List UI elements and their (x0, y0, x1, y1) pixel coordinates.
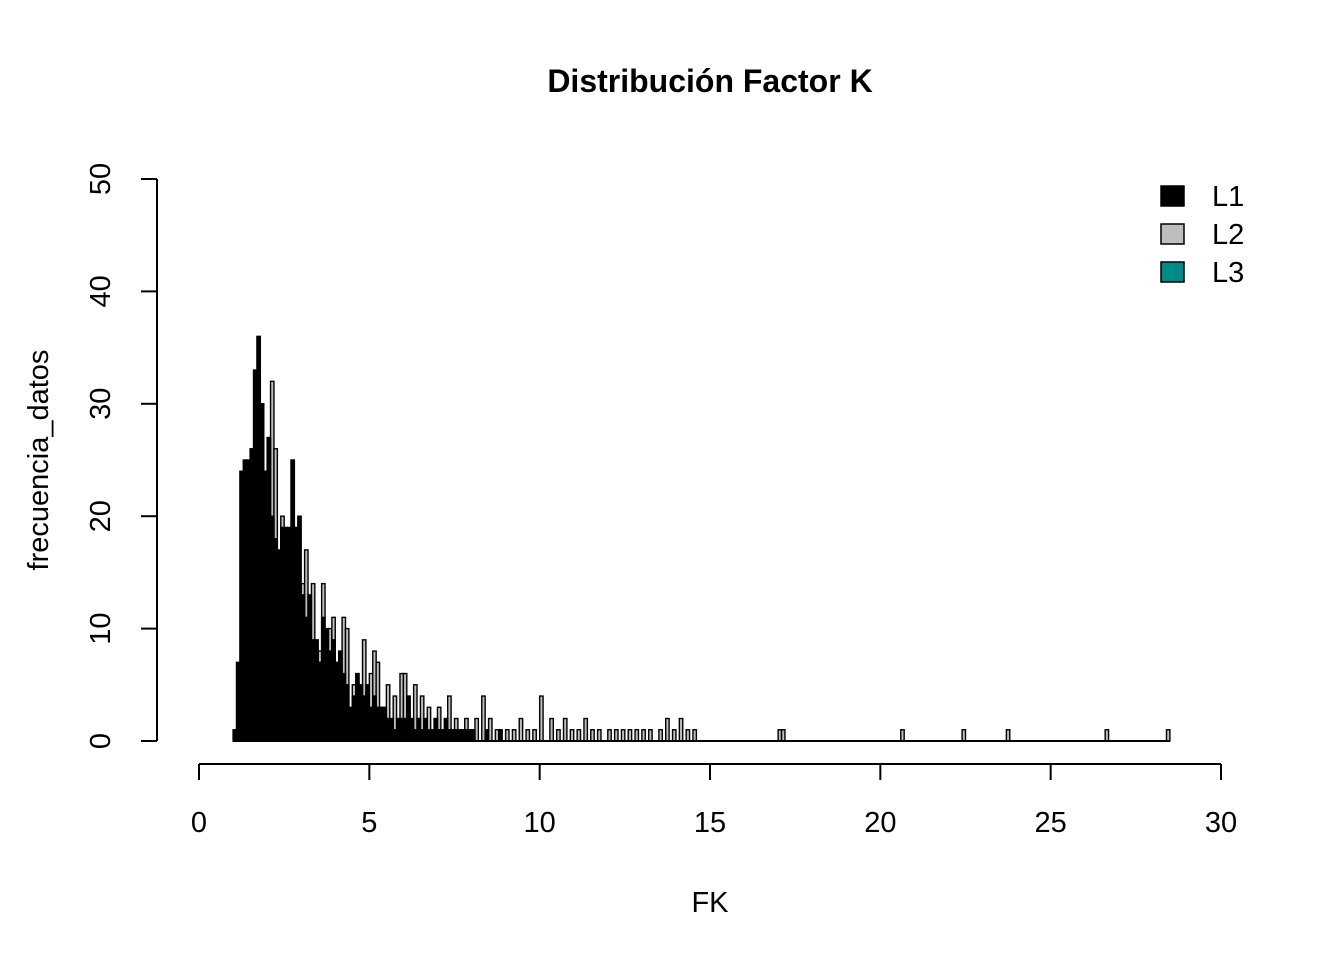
bar-l2-46 (576, 729, 582, 742)
bar-l2-52 (620, 729, 626, 742)
bar-l2-65 (900, 729, 905, 742)
bar-l2-48 (590, 729, 595, 742)
bars-layer (232, 335, 1171, 742)
legend-swatch-l1 (1160, 185, 1185, 207)
x-tick-label-6: 30 (1205, 807, 1237, 839)
bar-l2-69 (1165, 729, 1171, 742)
bar-l2-36 (504, 729, 510, 742)
bar-l2-47 (583, 717, 589, 742)
bar-l2-37 (511, 729, 517, 742)
bar-l2-49 (596, 729, 602, 742)
bar-l2-56 (647, 729, 653, 742)
y-tick-label-0: 0 (85, 733, 117, 749)
legend-label-l1: L1 (1212, 181, 1244, 213)
legend-swatch-l2 (1160, 223, 1185, 245)
x-tick-label-2: 10 (524, 807, 556, 839)
bar-l2-62 (692, 729, 698, 742)
y-tick-label-3: 30 (85, 388, 117, 420)
x-tick-label-1: 5 (361, 807, 377, 839)
x-axis-label: FK (691, 887, 729, 919)
bar-l2-53 (627, 729, 633, 742)
bar-l2-57 (658, 729, 664, 742)
axes-layer: 0 5 10 15 20 25 30 0 10 20 30 40 50 (85, 163, 1237, 839)
bar-l2-54 (634, 729, 640, 742)
legend-item-l3: L3 (1160, 257, 1244, 289)
x-tick-label-0: 0 (191, 807, 207, 839)
y-axis-label: frecuencia_datos (23, 350, 55, 571)
y-tick-label-2: 20 (85, 500, 117, 532)
bar-l1-71 (484, 729, 490, 742)
bar-l2-51 (613, 729, 619, 742)
bar-l2-45 (569, 729, 575, 742)
bar-l2-50 (607, 729, 612, 742)
x-tick-label-4: 20 (864, 807, 896, 839)
bar-l2-67 (1005, 729, 1011, 742)
legend-item-l2: L2 (1160, 219, 1244, 251)
bar-l2-38 (518, 717, 524, 742)
legend-swatch-l3 (1160, 261, 1185, 283)
bar-l1-70 (470, 729, 476, 742)
bar-l2-39 (525, 729, 531, 742)
bar-l2-60 (678, 717, 684, 742)
bar-l2-66 (961, 729, 967, 742)
legend: L1 L2 L3 (1160, 181, 1244, 289)
y-tick-label-5: 50 (85, 163, 117, 195)
bar-l2-55 (641, 729, 646, 742)
bar-l2-42 (549, 717, 555, 742)
chart-title: Distribución Factor K (547, 63, 872, 99)
bar-l2-40 (532, 729, 537, 742)
bar-l2-59 (671, 729, 677, 742)
y-tick-label-1: 10 (85, 612, 117, 644)
legend-label-l2: L2 (1212, 219, 1244, 251)
x-tick-label-5: 25 (1035, 807, 1067, 839)
bar-l2-41 (538, 695, 544, 742)
legend-label-l3: L3 (1212, 257, 1244, 289)
legend-item-l1: L1 (1160, 181, 1244, 213)
bar-l2-44 (562, 717, 568, 742)
bar-l2-43 (556, 729, 561, 742)
bar-l1-72 (498, 729, 503, 742)
x-tick-label-3: 15 (694, 807, 726, 839)
bar-l2-58 (665, 717, 670, 742)
bar-l2-68 (1104, 729, 1110, 742)
bar-l2-61 (685, 729, 691, 742)
y-tick-label-4: 40 (85, 275, 117, 307)
bar-l2-64 (780, 729, 786, 742)
